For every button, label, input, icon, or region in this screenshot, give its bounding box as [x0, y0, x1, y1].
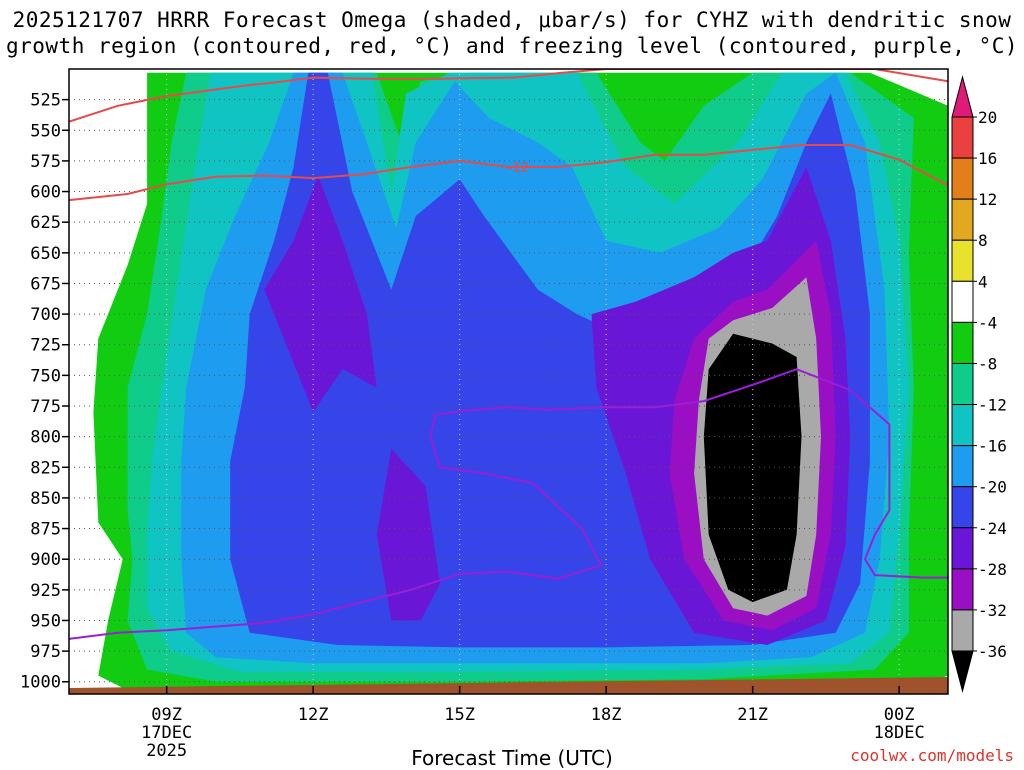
colorbar-segment	[951, 445, 974, 488]
y-tick-label: 675	[30, 274, 61, 294]
colorbar-label: -8	[978, 354, 997, 373]
colorbar-arrow-top	[951, 75, 974, 118]
y-tick-label: 1000	[20, 673, 61, 693]
colorbar-label: -32	[978, 601, 1007, 620]
x-tick-label: 18Z	[591, 705, 622, 725]
y-tick-label: 725	[30, 336, 61, 356]
x-axis-title: Forecast Time (UTC)	[411, 746, 613, 770]
dgz-contour	[69, 144, 948, 202]
colorbar-segment	[951, 486, 974, 529]
chart-title-line2: growth region (contoured, red, °C) and f…	[5, 34, 1019, 58]
colorbar-label: -16	[978, 437, 1007, 456]
y-tick-label: 850	[30, 489, 61, 509]
colorbar-label: -4	[978, 313, 997, 332]
plot-area: -12	[69, 69, 948, 694]
y-tick-label: 900	[30, 550, 61, 570]
colorbar-segment	[951, 404, 974, 447]
colorbar: -36 -32 -28 -24 -20 -16 -12 -8 -4 4 8 12 16 20	[951, 75, 1007, 693]
colorbar-segment	[951, 239, 974, 282]
colorbar-label: 16	[978, 149, 997, 168]
credit-link[interactable]: coolwx.com/models	[850, 746, 1014, 765]
y-tick-label: 625	[30, 213, 61, 233]
y-tick-label: 525	[30, 91, 61, 111]
x-tick-date: 18DEC	[874, 723, 925, 743]
x-tick-label: 21Z	[737, 705, 768, 725]
y-tick-label: 775	[30, 397, 61, 417]
chart-title-line1: 2025121707 HRRR Forecast Omega (shaded, …	[12, 8, 1012, 32]
colorbar-label: -24	[978, 519, 1007, 538]
y-tick-label: 650	[30, 244, 61, 264]
y-tick-label: 950	[30, 611, 61, 631]
colorbar-label: 20	[978, 108, 997, 127]
colorbar-segment	[951, 116, 974, 159]
colorbar-label: 8	[978, 231, 988, 250]
x-tick-label: 09Z	[151, 705, 182, 725]
x-tick-label: 00Z	[884, 705, 915, 725]
colorbar-arrow-bottom	[951, 650, 974, 693]
plot-frame	[68, 68, 949, 695]
y-tick-label: 925	[30, 581, 61, 601]
colorbar-label: -28	[978, 560, 1007, 579]
terrain-ground	[69, 677, 948, 694]
grid-lines	[69, 69, 948, 694]
colorbar-label: 12	[978, 190, 997, 209]
y-tick-label: 575	[30, 152, 61, 172]
y-axis: 525 550 575 600 625 650 675 700 725 750 775 800 825 8…	[20, 91, 69, 693]
y-tick-label: 800	[30, 428, 61, 448]
y-tick-label: 975	[30, 642, 61, 662]
y-tick-label: 825	[30, 458, 61, 478]
colorbar-label: 4	[978, 272, 988, 291]
colorbar-segment	[951, 321, 974, 364]
y-tick-label: 875	[30, 520, 61, 540]
y-tick-label: 750	[30, 366, 61, 386]
x-tick-year: 2025	[146, 741, 187, 761]
omega-region	[703, 333, 802, 603]
dgz-contour	[69, 69, 948, 123]
colorbar-label: -36	[978, 642, 1007, 661]
contour-lines: -12	[69, 69, 948, 640]
colorbar-segment	[951, 568, 974, 611]
colorbar-segment	[951, 527, 974, 570]
colorbar-segment	[951, 198, 974, 241]
y-tick-label: 600	[30, 183, 61, 203]
y-tick-label: 700	[30, 305, 61, 325]
omega-region	[376, 448, 441, 621]
omega-region	[264, 175, 377, 413]
colorbar-segment	[951, 280, 974, 323]
y-tick-label: 550	[30, 121, 61, 141]
x-tick-label: 15Z	[444, 705, 475, 725]
colorbar-segment	[951, 609, 974, 652]
colorbar-segment	[951, 362, 974, 406]
colorbar-label: -12	[978, 396, 1007, 415]
colorbar-label: -20	[978, 478, 1007, 497]
contour-label: -12	[508, 161, 529, 176]
colorbar-segment	[951, 157, 974, 200]
x-tick-date: 17DEC	[141, 723, 192, 743]
x-tick-label: 12Z	[298, 705, 329, 725]
freezing-level-contour	[69, 368, 948, 640]
omega-shading	[93, 72, 948, 692]
